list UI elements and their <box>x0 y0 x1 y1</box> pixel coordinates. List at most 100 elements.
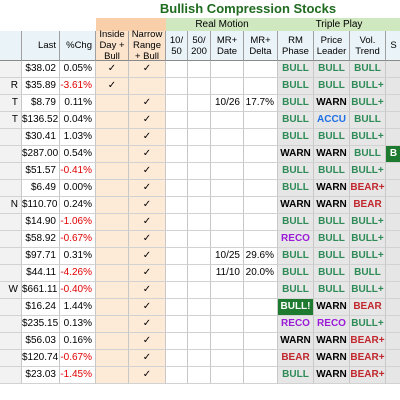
cell-narrow[interactable]: ✓ <box>129 367 166 384</box>
column-header[interactable]: Vol. Trend <box>350 31 386 61</box>
cell-date[interactable] <box>211 163 244 180</box>
cell-inside[interactable] <box>96 265 129 282</box>
cell-narrow[interactable]: ✓ <box>129 180 166 197</box>
cell-date[interactable] <box>211 112 244 129</box>
cell-date[interactable] <box>211 146 244 163</box>
cell-pl[interactable]: BULL <box>314 231 350 248</box>
cell-vt[interactable]: BULL+ <box>350 231 386 248</box>
column-header[interactable] <box>0 31 22 61</box>
cell-last[interactable]: $14.90 <box>22 214 60 231</box>
cell-pl[interactable]: WARN <box>314 95 350 112</box>
cell-s[interactable] <box>386 78 400 95</box>
cell-last[interactable]: $56.03 <box>22 333 60 350</box>
cell-last[interactable]: $661.11 <box>22 282 60 299</box>
cell-sym[interactable] <box>0 265 22 282</box>
cell-rm[interactable]: WARN <box>278 333 314 350</box>
cell-delta[interactable] <box>244 78 278 95</box>
cell-delta[interactable] <box>244 61 278 78</box>
cell-delta[interactable] <box>244 282 278 299</box>
cell-rm[interactable]: BULL <box>278 367 314 384</box>
cell-date[interactable] <box>211 78 244 95</box>
cell-delta[interactable] <box>244 316 278 333</box>
cell-sym[interactable] <box>0 214 22 231</box>
cell-narrow[interactable]: ✓ <box>129 112 166 129</box>
cell-sym[interactable]: T <box>0 112 22 129</box>
cell-sym[interactable] <box>0 248 22 265</box>
cell-rm[interactable]: BULL <box>278 282 314 299</box>
cell-c50200[interactable] <box>188 265 211 282</box>
cell-last[interactable]: $35.89 <box>22 78 60 95</box>
cell-inside[interactable] <box>96 333 129 350</box>
cell-narrow[interactable]: ✓ <box>129 299 166 316</box>
cell-c50200[interactable] <box>188 316 211 333</box>
cell-chg[interactable]: 1.44% <box>60 299 96 316</box>
cell-c50200[interactable] <box>188 78 211 95</box>
cell-inside[interactable] <box>96 248 129 265</box>
cell-c1050[interactable] <box>166 282 188 299</box>
cell-c1050[interactable] <box>166 265 188 282</box>
cell-narrow[interactable]: ✓ <box>129 248 166 265</box>
cell-chg[interactable]: -0.67% <box>60 231 96 248</box>
column-header[interactable]: Inside Day + Bull <box>96 29 129 62</box>
cell-inside[interactable] <box>96 112 129 129</box>
cell-date[interactable] <box>211 129 244 146</box>
cell-pl[interactable]: BULL <box>314 61 350 78</box>
cell-delta[interactable] <box>244 367 278 384</box>
cell-sym[interactable] <box>0 129 22 146</box>
cell-date[interactable] <box>211 231 244 248</box>
cell-sym[interactable] <box>0 146 22 163</box>
cell-inside[interactable] <box>96 95 129 112</box>
cell-c50200[interactable] <box>188 350 211 367</box>
cell-last[interactable]: $38.02 <box>22 61 60 78</box>
cell-date[interactable]: 10/25 <box>211 248 244 265</box>
cell-s[interactable] <box>386 129 400 146</box>
cell-s[interactable] <box>386 231 400 248</box>
cell-chg[interactable]: 0.04% <box>60 112 96 129</box>
cell-pl[interactable]: ACCU <box>314 112 350 129</box>
cell-c50200[interactable] <box>188 112 211 129</box>
cell-narrow[interactable]: ✓ <box>129 214 166 231</box>
cell-last[interactable]: $136.52 <box>22 112 60 129</box>
cell-vt[interactable]: BEAR+ <box>350 333 386 350</box>
cell-rm[interactable]: RECO <box>278 231 314 248</box>
column-header[interactable]: RM Phase <box>278 31 314 61</box>
cell-vt[interactable]: BEAR+ <box>350 180 386 197</box>
cell-chg[interactable]: -0.40% <box>60 282 96 299</box>
cell-chg[interactable]: -0.41% <box>60 163 96 180</box>
cell-chg[interactable]: 0.11% <box>60 95 96 112</box>
cell-rm[interactable]: BULL <box>278 78 314 95</box>
cell-c1050[interactable] <box>166 180 188 197</box>
cell-inside[interactable]: ✓ <box>96 61 129 78</box>
cell-narrow[interactable]: ✓ <box>129 231 166 248</box>
cell-c1050[interactable] <box>166 78 188 95</box>
cell-s[interactable] <box>386 214 400 231</box>
cell-s[interactable] <box>386 180 400 197</box>
cell-c1050[interactable] <box>166 231 188 248</box>
cell-sym[interactable] <box>0 61 22 78</box>
cell-c50200[interactable] <box>188 129 211 146</box>
cell-date[interactable]: 10/26 <box>211 95 244 112</box>
cell-vt[interactable]: BULL <box>350 112 386 129</box>
column-header[interactable]: 10/ 50 <box>166 31 188 61</box>
cell-last[interactable]: $6.49 <box>22 180 60 197</box>
cell-c1050[interactable] <box>166 146 188 163</box>
cell-delta[interactable]: 20.0% <box>244 265 278 282</box>
cell-pl[interactable]: BULL <box>314 78 350 95</box>
cell-last[interactable]: $235.15 <box>22 316 60 333</box>
cell-c50200[interactable] <box>188 163 211 180</box>
cell-pl[interactable]: WARN <box>314 367 350 384</box>
cell-sym[interactable] <box>0 316 22 333</box>
cell-delta[interactable] <box>244 231 278 248</box>
cell-delta[interactable] <box>244 299 278 316</box>
cell-date[interactable] <box>211 197 244 214</box>
column-header[interactable]: MR+ Delta <box>244 31 278 61</box>
cell-chg[interactable]: 0.16% <box>60 333 96 350</box>
cell-last[interactable]: $58.92 <box>22 231 60 248</box>
column-header[interactable]: Price Leader <box>314 31 350 61</box>
cell-narrow[interactable]: ✓ <box>129 282 166 299</box>
cell-c1050[interactable] <box>166 129 188 146</box>
cell-vt[interactable]: BULL+ <box>350 129 386 146</box>
cell-narrow[interactable]: ✓ <box>129 95 166 112</box>
cell-s[interactable] <box>386 95 400 112</box>
cell-sym[interactable] <box>0 367 22 384</box>
